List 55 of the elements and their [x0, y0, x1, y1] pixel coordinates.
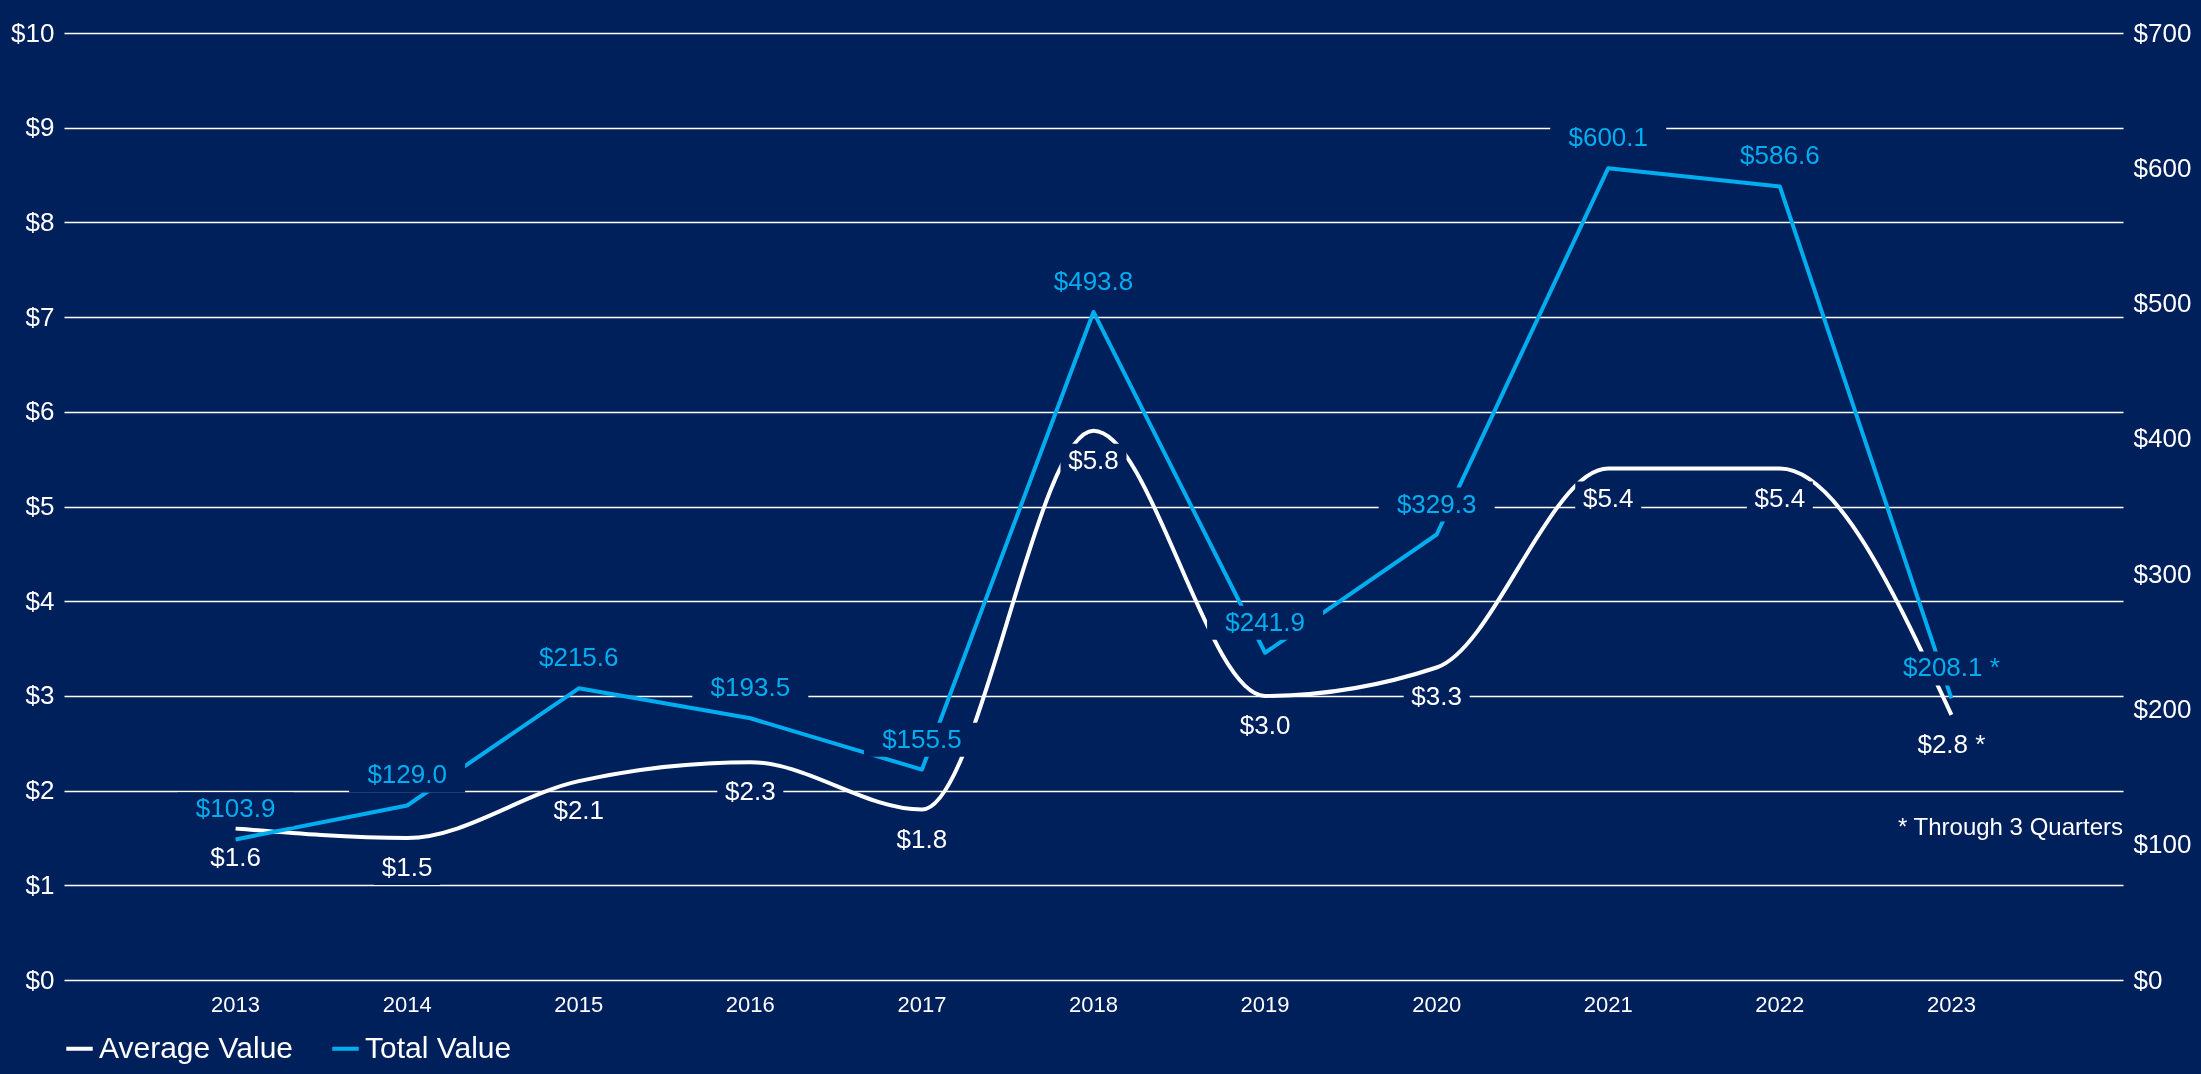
x-tick-label: 2013 [211, 991, 261, 1017]
y2-tick-label: $0 [2133, 964, 2163, 995]
y-tick-label: $2 [25, 775, 55, 806]
x-tick-label: 2015 [554, 991, 604, 1017]
x-tick-label: 2023 [1926, 991, 1976, 1017]
y-tick-label: $10 [11, 17, 55, 48]
y-tick-label: $9 [25, 112, 55, 143]
y-tick-label: $7 [25, 301, 55, 332]
legend-label: Average Value [99, 1030, 294, 1064]
data-label: $5.4 [1754, 482, 1806, 513]
legend-label: Total Value [365, 1030, 512, 1064]
y2-tick-label: $300 [2133, 558, 2192, 589]
data-label: $2.3 [725, 776, 776, 807]
y2-tick-label: $600 [2133, 152, 2192, 183]
data-label: $5.4 [1582, 482, 1634, 513]
data-label: $5.8 [1068, 444, 1119, 475]
data-label: $3.3 [1411, 681, 1462, 712]
x-tick-label: 2018 [1069, 991, 1118, 1017]
y-tick-label: $1 [25, 869, 55, 900]
x-tick-label: 2019 [1240, 991, 1290, 1017]
data-label: $329.3 [1396, 488, 1477, 519]
y-tick-label: $6 [25, 396, 55, 427]
data-label: $1.6 [210, 842, 261, 873]
y2-tick-label: $500 [2133, 288, 2192, 319]
data-label: $129.0 [367, 759, 447, 790]
data-label: $586.6 [1740, 140, 1820, 171]
x-tick-label: 2022 [1755, 991, 1805, 1017]
y2-tick-label: $700 [2133, 17, 2192, 48]
y-tick-label: $5 [25, 491, 55, 521]
data-label: $215.6 [538, 642, 619, 673]
data-label: $155.5 [882, 723, 962, 754]
data-label: $1.5 [381, 851, 433, 882]
y-tick-label: $8 [25, 206, 55, 237]
x-tick-label: 2014 [382, 991, 432, 1017]
data-label: $193.5 [710, 672, 791, 703]
y2-tick-label: $200 [2133, 693, 2192, 724]
data-label: $241.9 [1225, 606, 1305, 637]
y-tick-label: $4 [25, 585, 55, 616]
annotation: * Through 3 Quarters [1897, 813, 2123, 841]
y2-tick-label: $100 [2133, 829, 2192, 860]
data-label: $1.8 [896, 823, 948, 854]
y2-tick-label: $400 [2133, 423, 2192, 454]
data-label: $600.1 [1568, 122, 1649, 153]
x-tick-label: 2016 [725, 991, 775, 1017]
data-label: $2.8 * [1917, 728, 1986, 759]
y-tick-label: $3 [25, 680, 55, 711]
x-tick-label: 2020 [1412, 991, 1462, 1017]
x-tick-label: 2017 [897, 991, 947, 1017]
data-label: $103.9 [195, 793, 276, 824]
data-label: $2.1 [553, 795, 605, 826]
y-tick-label: $0 [25, 964, 55, 995]
data-label: $3.0 [1239, 709, 1291, 740]
x-tick-label: 2021 [1583, 991, 1633, 1017]
data-label: $208.1 * [1902, 652, 2000, 683]
data-label: $493.8 [1053, 265, 1134, 296]
